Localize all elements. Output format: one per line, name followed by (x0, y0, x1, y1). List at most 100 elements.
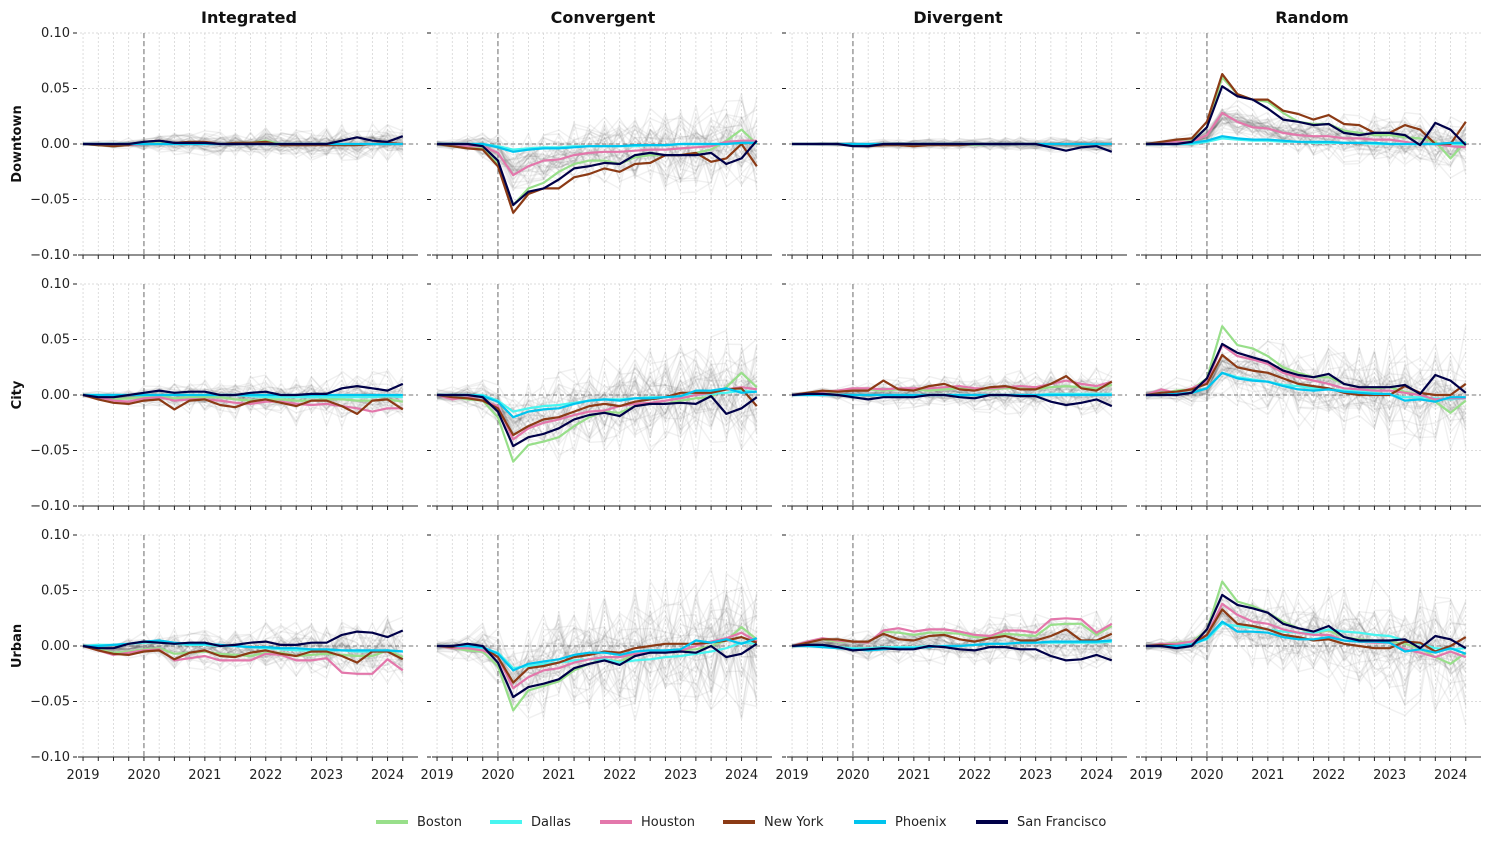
ensemble-line (791, 628, 1113, 652)
ensemble-line (791, 615, 1113, 657)
ensemble-line (82, 624, 404, 668)
ensemble-line (1145, 351, 1467, 425)
series-line-san-francisco (1146, 342, 1467, 397)
ensemble-line (1145, 116, 1467, 157)
ensemble-line (82, 618, 404, 669)
ensemble-line (436, 368, 758, 431)
ensemble-line (791, 633, 1113, 654)
x-tick-label: 2024 (1080, 768, 1113, 783)
ensemble-line (1145, 112, 1467, 152)
x-tick-label: 2022 (1312, 768, 1345, 783)
ensemble-line (1145, 602, 1467, 682)
ensemble-line (1145, 110, 1467, 166)
series-line-san-francisco (791, 643, 1113, 662)
ensemble-line (436, 588, 757, 706)
ensemble-line (436, 348, 758, 453)
ensemble-line (436, 113, 758, 184)
ensemble-line (791, 365, 1113, 414)
series-line-san-francisco (82, 629, 404, 650)
ensemble-line (436, 119, 758, 177)
ensemble-line (82, 128, 404, 162)
column-title: Divergent (913, 8, 1003, 27)
ensemble-line (436, 97, 758, 190)
x-tick-label: 2023 (1373, 768, 1406, 783)
y-tick-label: −0.05 (30, 695, 70, 710)
y-tick-label: 0.10 (41, 528, 70, 543)
ensemble-line (791, 627, 1113, 661)
series-line-san-francisco (83, 135, 404, 146)
ensemble-line (436, 356, 758, 445)
panel-urban-divergent: 2019 2020 2021 2022 2023 2024 (775, 534, 1127, 783)
legend-item: Dallas (490, 815, 571, 830)
series-line-new-york (791, 628, 1113, 648)
ensemble-line (1145, 590, 1467, 726)
panel-city-divergent (782, 283, 1127, 510)
panel-city-integrated: −0.10 −0.05 0.00 0.05 0.10 City (10, 277, 418, 514)
ensemble-line (82, 636, 403, 665)
column-title: Integrated (201, 8, 297, 27)
x-tick-label: 2022 (249, 768, 282, 783)
ensemble-line (1145, 620, 1467, 671)
x-tick-label: 2023 (310, 768, 343, 783)
ensemble-line (82, 123, 404, 159)
ensemble-line (1145, 115, 1467, 179)
y-tick-label: 0.05 (41, 333, 70, 348)
x-tick-label: 2021 (897, 768, 930, 783)
y-tick-label: 0.00 (41, 388, 70, 403)
ensemble-line (1145, 118, 1467, 156)
y-tick-label: 0.00 (41, 137, 70, 152)
ensemble-line (436, 96, 758, 188)
series-line-phoenix (437, 387, 757, 419)
series-line-phoenix (437, 637, 758, 672)
ensemble-line (436, 622, 758, 682)
ensemble-line (791, 628, 1113, 665)
ensemble-line (1145, 352, 1467, 450)
ensemble-line (791, 374, 1113, 417)
ensemble-line (82, 641, 404, 658)
ensemble-line (82, 616, 404, 675)
ensemble-line (436, 115, 758, 177)
x-tick-label: 2021 (542, 768, 575, 783)
ensemble-line (1145, 359, 1467, 402)
ensemble-line (1145, 354, 1467, 434)
y-tick-label: −0.10 (30, 248, 70, 263)
ensemble-line (792, 620, 1112, 662)
legend-label: New York (764, 815, 824, 830)
ensemble-line (1145, 110, 1467, 153)
ensemble-line (82, 631, 404, 669)
x-tick-label: 2020 (127, 768, 160, 783)
ensemble-line (436, 582, 758, 708)
legend-item: Phoenix (854, 815, 947, 830)
panels-layer: −0.10 −0.05 0.00 0.05 0.10 Integrated Downtown… (10, 8, 1481, 783)
ensemble-line (436, 103, 758, 186)
ensemble-line (82, 390, 404, 408)
x-tick-label: 2023 (664, 768, 697, 783)
legend-label: Dallas (531, 815, 571, 830)
legend-item: San Francisco (976, 815, 1106, 830)
ensemble-line (82, 642, 403, 657)
x-tick-label: 2022 (603, 768, 636, 783)
ensemble-line (1145, 113, 1467, 153)
panel-urban-convergent: 2019 2020 2021 2022 2023 2024 (420, 534, 772, 783)
series-line-phoenix (437, 141, 757, 153)
ensemble-line (436, 115, 758, 182)
y-tick-label: −0.10 (30, 499, 70, 514)
legend-label: Phoenix (895, 815, 947, 830)
ensemble-line (791, 632, 1113, 651)
y-tick-label: 0.10 (41, 26, 70, 41)
series-line-phoenix (1146, 135, 1466, 146)
ensemble-line (791, 631, 1112, 653)
panel-city-random (1136, 283, 1481, 510)
ensemble-line (82, 628, 404, 676)
x-tick-label: 2020 (481, 768, 514, 783)
ensemble-line (1145, 350, 1467, 427)
panel-city-convergent (427, 283, 772, 510)
ensemble-line (82, 624, 404, 677)
ensemble-line (436, 93, 758, 191)
panel-downtown-convergent: Convergent (427, 8, 772, 259)
legend-item: Boston (376, 815, 462, 830)
ensemble-line (791, 387, 1112, 398)
ensemble-line (1145, 113, 1467, 166)
ensemble-line (436, 357, 758, 463)
ensemble-line (791, 388, 1112, 399)
